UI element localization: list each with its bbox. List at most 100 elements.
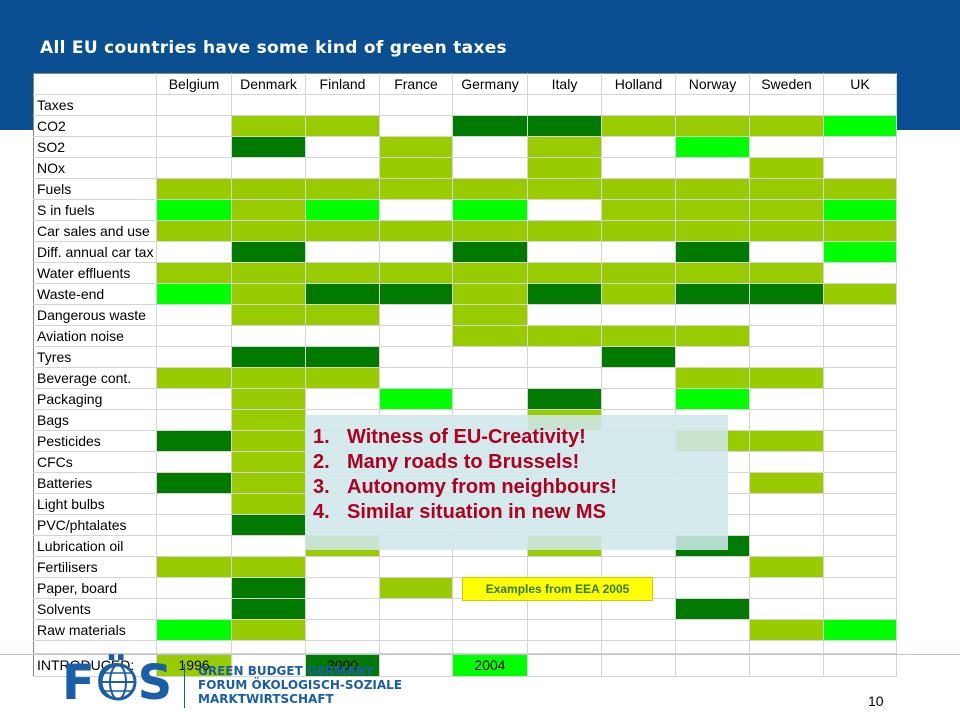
tax-label: SO2: [33, 136, 157, 158]
tax-cell-uk: [823, 325, 897, 347]
tax-cell-germany: [452, 346, 528, 368]
tax-cell-italy: [527, 262, 602, 284]
tax-cell-holland: [601, 556, 676, 578]
tax-cell-sweden: [749, 367, 824, 389]
tax-cell-germany: [452, 262, 528, 284]
tax-cell-denmark: [231, 514, 306, 536]
tax-cell-belgium: [156, 157, 232, 179]
introduced-year-cell: [379, 653, 453, 677]
tax-label: PVC/phtalates: [33, 514, 157, 536]
conclusion-number: 1.: [313, 426, 330, 448]
empty-cell: [749, 94, 824, 116]
tax-cell-germany: [452, 388, 528, 410]
tax-cell-finland: [305, 556, 380, 578]
empty-cell: [601, 640, 676, 654]
tax-cell-france: [379, 199, 453, 221]
tax-cell-finland: [305, 178, 380, 200]
tax-cell-holland: [601, 136, 676, 158]
tax-cell-uk: [823, 493, 897, 515]
tax-cell-sweden: [749, 157, 824, 179]
tax-cell-uk: [823, 409, 897, 431]
tax-label: Beverage cont.: [33, 367, 157, 389]
tax-cell-norway: [675, 283, 750, 305]
country-header-belgium: Belgium: [156, 73, 232, 95]
conclusion-item: 4. Similar situation in new MS: [313, 500, 728, 525]
conclusion-number: 4.: [313, 501, 330, 523]
tax-cell-uk: [823, 451, 897, 473]
tax-label: Fertilisers: [33, 556, 157, 578]
tax-cell-belgium: [156, 241, 232, 263]
tax-label: Fuels: [33, 178, 157, 200]
tax-cell-denmark: [231, 304, 306, 326]
tax-cell-france: [379, 136, 453, 158]
country-header-denmark: Denmark: [231, 73, 306, 95]
empty-cell: [749, 640, 824, 654]
tax-cell-germany: [452, 136, 528, 158]
logo-separator: [184, 664, 185, 708]
tax-cell-belgium: [156, 451, 232, 473]
table-row: Waste-end: [33, 283, 897, 305]
tax-cell-uk: [823, 388, 897, 410]
tax-cell-denmark: [231, 220, 306, 242]
conclusion-text: Autonomy from neighbours!: [347, 476, 617, 498]
tax-cell-holland: [601, 241, 676, 263]
empty-cell: [231, 94, 306, 116]
table-row: Fertilisers: [33, 556, 897, 578]
tax-cell-finland: [305, 346, 380, 368]
tax-cell-holland: [601, 220, 676, 242]
tax-cell-norway: [675, 388, 750, 410]
tax-cell-finland: [305, 241, 380, 263]
tax-cell-france: [379, 262, 453, 284]
tax-cell-italy: [527, 178, 602, 200]
tax-cell-belgium: [156, 199, 232, 221]
introduced-year-cell: 2004: [452, 653, 528, 677]
tax-cell-uk: [823, 556, 897, 578]
tax-cell-denmark: [231, 241, 306, 263]
tax-cell-denmark: [231, 430, 306, 452]
tax-cell-sweden: [749, 199, 824, 221]
empty-cell: [675, 94, 750, 116]
empty-cell: [231, 640, 306, 654]
empty-cell: [527, 94, 602, 116]
country-header-italy: Italy: [527, 73, 602, 95]
tax-cell-sweden: [749, 598, 824, 620]
tax-label: Aviation noise: [33, 325, 157, 347]
table-row: SO2: [33, 136, 897, 158]
tax-cell-denmark: [231, 199, 306, 221]
tax-cell-germany: [452, 325, 528, 347]
tax-cell-finland: [305, 325, 380, 347]
table-row: Water effluents: [33, 262, 897, 284]
tax-cell-finland: [305, 157, 380, 179]
tax-cell-belgium: [156, 220, 232, 242]
tax-cell-holland: [601, 157, 676, 179]
tax-cell-belgium: [156, 325, 232, 347]
org-line-3: MARKTWIRTSCHAFT: [198, 692, 334, 706]
tax-cell-belgium: [156, 535, 232, 557]
tax-cell-italy: [527, 241, 602, 263]
tax-cell-sweden: [749, 115, 824, 137]
tax-cell-italy: [527, 346, 602, 368]
tax-cell-finland: [305, 619, 380, 641]
tax-cell-belgium: [156, 346, 232, 368]
conclusion-item: 1. Witness of EU-Creativity!: [313, 425, 728, 450]
tax-cell-norway: [675, 325, 750, 347]
empty-cell: [156, 640, 232, 654]
tax-cell-belgium: [156, 430, 232, 452]
empty-cell: [379, 640, 453, 654]
tax-label: Packaging: [33, 388, 157, 410]
table-row: Aviation noise: [33, 325, 897, 347]
tax-cell-germany: [452, 556, 528, 578]
tax-cell-holland: [601, 367, 676, 389]
tax-cell-belgium: [156, 283, 232, 305]
tax-cell-uk: [823, 367, 897, 389]
tax-cell-sweden: [749, 409, 824, 431]
table-row: Solvents: [33, 598, 897, 620]
tax-label: CFCs: [33, 451, 157, 473]
table-row: Dangerous waste: [33, 304, 897, 326]
tax-label: Paper, board: [33, 577, 157, 599]
green-tax-table-container: Belgium Denmark Finland France Germany Italy H…: [33, 73, 897, 677]
empty-cell: [156, 94, 232, 116]
tax-cell-norway: [675, 577, 750, 599]
tax-cell-italy: [527, 304, 602, 326]
tax-cell-france: [379, 157, 453, 179]
